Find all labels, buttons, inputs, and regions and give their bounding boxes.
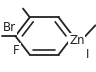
Text: F: F <box>13 44 20 57</box>
Text: Br: Br <box>3 21 16 34</box>
Text: Zn: Zn <box>69 34 85 47</box>
Text: I: I <box>86 48 89 60</box>
